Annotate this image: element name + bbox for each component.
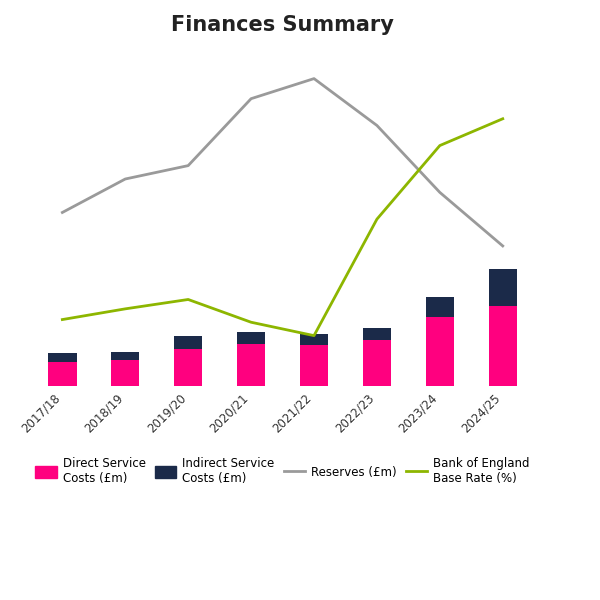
Bar <box>300 334 328 345</box>
Title: Finances Summary: Finances Summary <box>171 15 394 35</box>
Bar <box>237 332 265 344</box>
Bar <box>111 360 139 386</box>
Bar <box>488 269 517 306</box>
Bar <box>488 306 517 386</box>
Bar <box>174 335 202 349</box>
Bar <box>48 362 77 386</box>
Bar <box>48 353 77 362</box>
Bar <box>300 345 328 386</box>
Bar <box>363 328 391 340</box>
Bar <box>425 317 454 386</box>
Bar <box>425 297 454 317</box>
Bar <box>237 344 265 386</box>
Bar <box>111 352 139 360</box>
Legend: Direct Service
Costs (£m), Indirect Service
Costs (£m), Reserves (£m), Bank of E: Direct Service Costs (£m), Indirect Serv… <box>31 452 535 490</box>
Bar <box>363 340 391 386</box>
Bar <box>174 349 202 386</box>
